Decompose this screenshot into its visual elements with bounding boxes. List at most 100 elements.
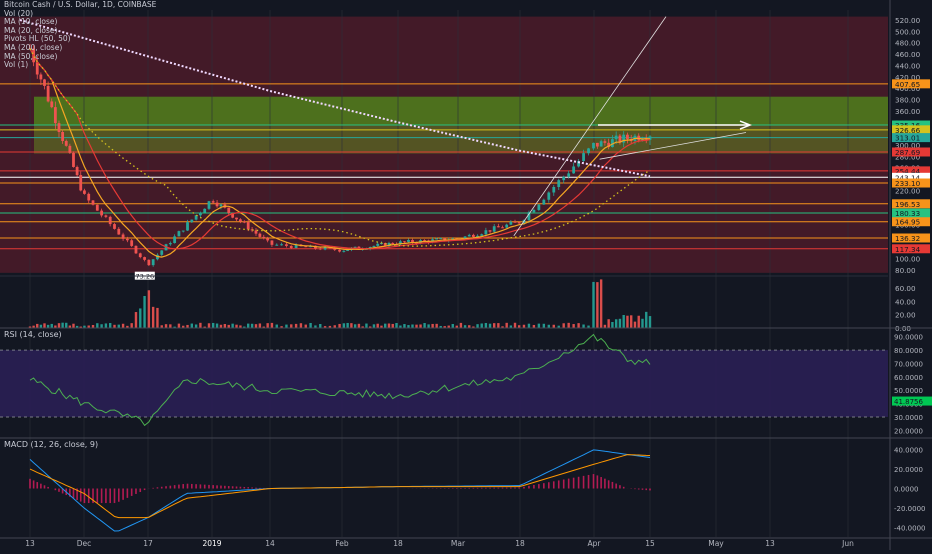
candle-140[interactable] <box>615 136 618 140</box>
candle-29[interactable] <box>143 257 146 260</box>
candle-100[interactable] <box>439 238 442 239</box>
candle-125[interactable] <box>547 192 550 199</box>
candle-39[interactable] <box>186 222 189 230</box>
candle-5[interactable] <box>47 86 50 102</box>
candle-22[interactable] <box>113 224 116 229</box>
candle-143[interactable] <box>626 135 629 139</box>
candle-20[interactable] <box>105 215 108 216</box>
candle-135[interactable] <box>596 143 599 147</box>
candle-51[interactable] <box>235 218 238 220</box>
candle-83[interactable] <box>373 246 376 247</box>
candle-70[interactable] <box>319 248 322 249</box>
candle-16[interactable] <box>87 194 90 201</box>
candle-134[interactable] <box>592 143 595 149</box>
indicator-vol1[interactable]: Vol (1) <box>4 61 156 70</box>
candle-21[interactable] <box>109 217 112 224</box>
candle-40[interactable] <box>190 220 193 223</box>
candle-75[interactable] <box>342 251 345 252</box>
candle-59[interactable] <box>266 238 269 240</box>
candle-91[interactable] <box>403 241 406 242</box>
candle-26[interactable] <box>130 240 133 246</box>
candle-35[interactable] <box>169 243 172 244</box>
candle-114[interactable] <box>497 226 500 227</box>
candle-64[interactable] <box>290 246 293 248</box>
candle-133[interactable] <box>587 148 590 153</box>
candle-23[interactable] <box>117 229 120 235</box>
candle-30[interactable] <box>147 260 150 265</box>
candle-136[interactable] <box>600 141 603 146</box>
candle-74[interactable] <box>338 250 341 252</box>
candle-27[interactable] <box>135 246 138 253</box>
candle-10[interactable] <box>65 141 68 146</box>
candle-36[interactable] <box>173 236 176 243</box>
candle-126[interactable] <box>552 187 555 192</box>
candle-84[interactable] <box>376 244 379 246</box>
candle-8[interactable] <box>58 123 61 132</box>
candle-118[interactable] <box>514 222 517 223</box>
candle-92[interactable] <box>407 240 410 242</box>
candle-117[interactable] <box>509 222 512 225</box>
candle-7[interactable] <box>54 107 57 123</box>
candle-53[interactable] <box>243 222 246 223</box>
candle-130[interactable] <box>572 166 575 173</box>
candle-13[interactable] <box>76 167 79 175</box>
candle-124[interactable] <box>542 200 545 205</box>
candle-110[interactable] <box>480 234 483 236</box>
candle-113[interactable] <box>493 226 496 231</box>
candle-33[interactable] <box>160 250 163 254</box>
macd-title[interactable]: MACD (12, 26, close, 9) <box>4 440 98 449</box>
vol-bar-32 <box>156 308 158 328</box>
candle-24[interactable] <box>122 235 125 239</box>
candle-19[interactable] <box>100 211 103 216</box>
candle-25[interactable] <box>126 239 129 240</box>
candle-115[interactable] <box>501 227 504 228</box>
candle-58[interactable] <box>262 237 265 238</box>
candle-4[interactable] <box>43 79 46 85</box>
candle-112[interactable] <box>489 230 492 231</box>
candle-57[interactable] <box>258 234 261 237</box>
candle-123[interactable] <box>537 205 540 210</box>
candle-61[interactable] <box>275 245 278 246</box>
candle-128[interactable] <box>562 177 565 180</box>
candle-31[interactable] <box>152 259 155 265</box>
candle-43[interactable] <box>203 209 206 213</box>
candle-28[interactable] <box>139 253 142 257</box>
candle-60[interactable] <box>271 240 274 244</box>
candle-3[interactable] <box>39 74 42 79</box>
rsi-title[interactable]: RSI (14, close) <box>4 330 62 339</box>
candle-108[interactable] <box>472 235 475 237</box>
candle-46[interactable] <box>216 203 219 207</box>
candle-132[interactable] <box>582 153 585 161</box>
candle-62[interactable] <box>280 244 283 245</box>
candle-127[interactable] <box>557 180 560 187</box>
candle-12[interactable] <box>72 153 75 167</box>
candle-49[interactable] <box>227 208 230 213</box>
candle-54[interactable] <box>247 222 250 229</box>
candle-6[interactable] <box>50 101 53 107</box>
candle-52[interactable] <box>239 219 242 221</box>
candle-129[interactable] <box>567 173 570 176</box>
candle-116[interactable] <box>505 225 508 228</box>
candle-17[interactable] <box>92 200 95 204</box>
candle-38[interactable] <box>182 231 185 232</box>
candle-122[interactable] <box>533 210 536 212</box>
candle-45[interactable] <box>212 201 215 202</box>
candle-18[interactable] <box>96 205 99 211</box>
candle-111[interactable] <box>484 230 487 234</box>
candle-37[interactable] <box>178 231 181 236</box>
candle-42[interactable] <box>199 213 202 216</box>
candle-11[interactable] <box>68 146 71 153</box>
candle-63[interactable] <box>285 244 288 246</box>
candle-107[interactable] <box>468 235 471 237</box>
candle-15[interactable] <box>83 190 86 193</box>
candle-119[interactable] <box>518 222 521 223</box>
candle-44[interactable] <box>208 201 211 209</box>
candle-9[interactable] <box>61 132 64 141</box>
candle-137[interactable] <box>603 141 606 143</box>
candle-14[interactable] <box>79 175 82 190</box>
candle-99[interactable] <box>435 239 438 240</box>
candle-47[interactable] <box>220 204 223 206</box>
candle-76[interactable] <box>346 250 349 251</box>
